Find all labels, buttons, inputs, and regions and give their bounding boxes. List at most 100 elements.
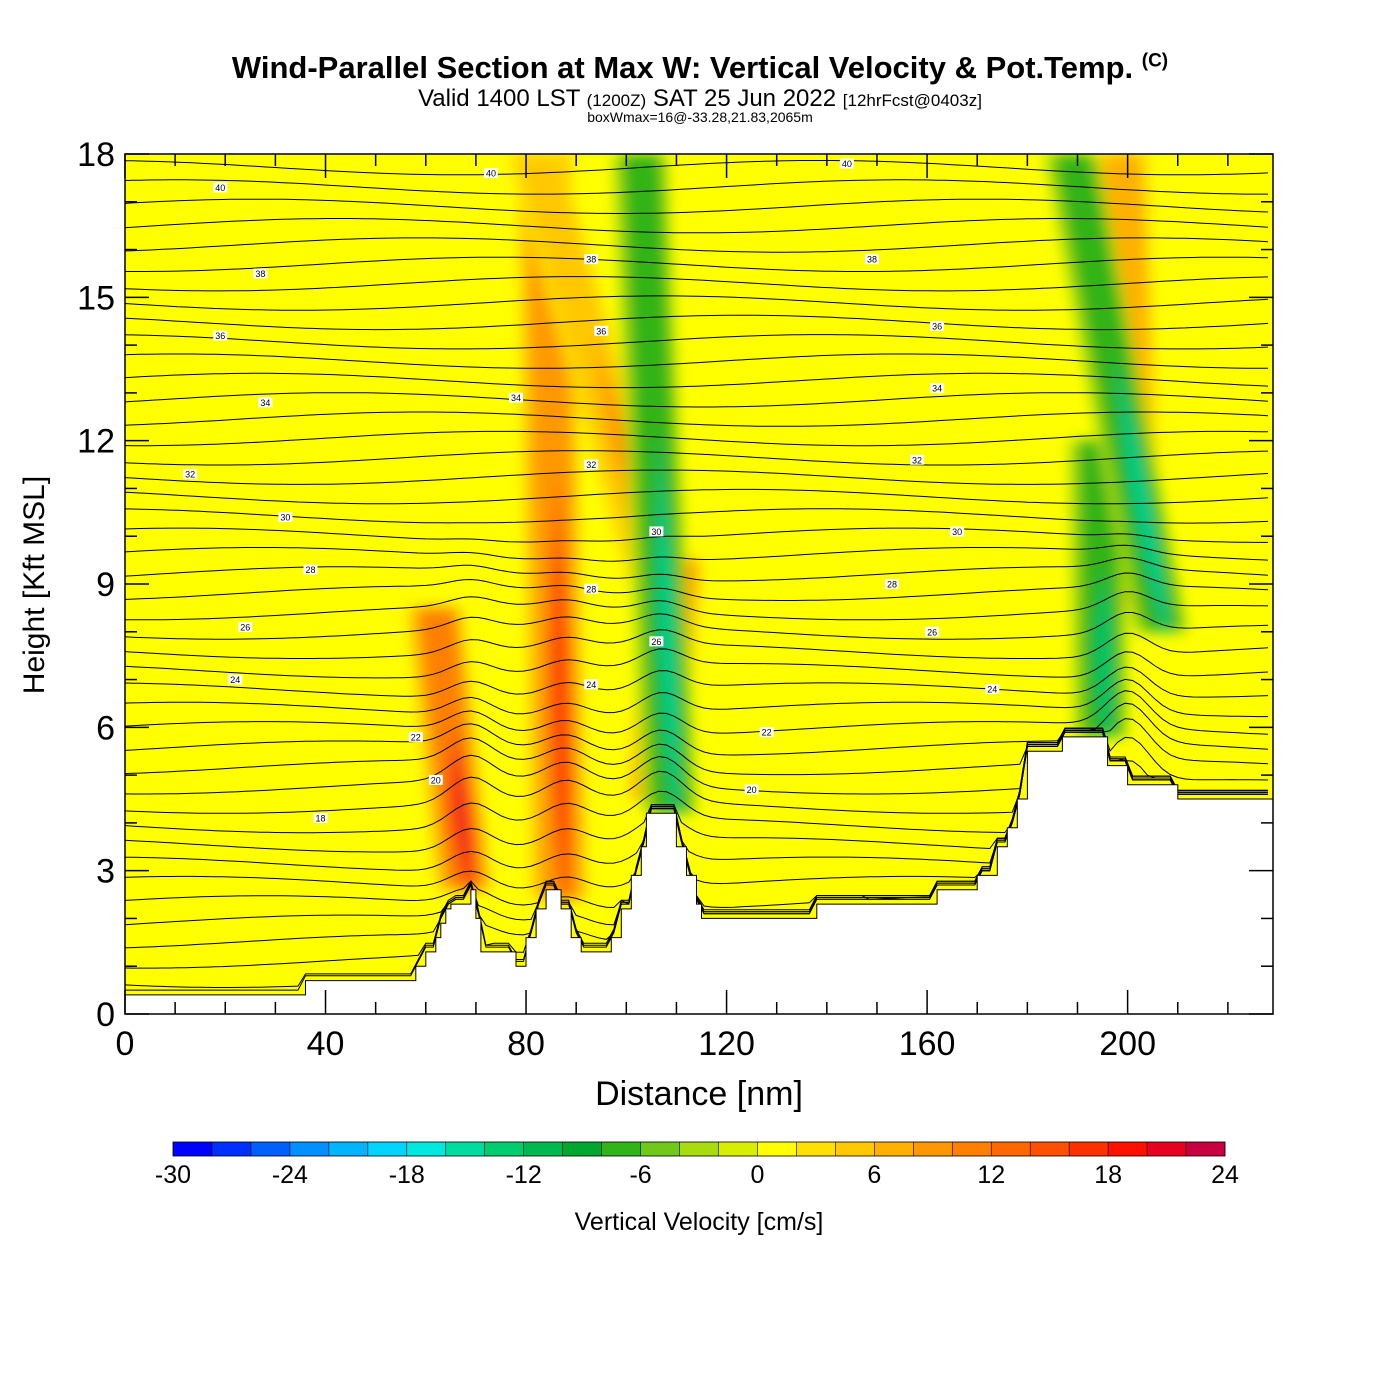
isentrope-line bbox=[125, 276, 1269, 292]
svg-text:18: 18 bbox=[316, 814, 326, 824]
colorbar-swatch bbox=[640, 1142, 680, 1156]
colorbar-label: Vertical Velocity [cm/s] bbox=[574, 1208, 824, 1236]
velocity-band-level bbox=[1100, 440, 1110, 737]
isentrope-line bbox=[125, 314, 1269, 331]
isentrope-label: 24 bbox=[985, 684, 1000, 695]
isentrope-label: 40 bbox=[483, 168, 498, 179]
terrain-profile bbox=[124, 736, 1274, 1015]
isentrope-label: 38 bbox=[584, 254, 599, 265]
colorbar-swatch bbox=[757, 1142, 797, 1156]
svg-text:34: 34 bbox=[932, 384, 942, 394]
colorbar-swatch bbox=[1186, 1142, 1226, 1156]
svg-text:40: 40 bbox=[215, 183, 225, 193]
velocity-band-level bbox=[551, 154, 568, 900]
colorbar-tick-label: -12 bbox=[506, 1161, 542, 1189]
svg-text:22: 22 bbox=[762, 728, 772, 738]
colorbar-swatch bbox=[211, 1142, 252, 1156]
svg-text:34: 34 bbox=[511, 393, 521, 403]
colorbar-swatch bbox=[991, 1142, 1031, 1156]
x-tick-label: 80 bbox=[507, 1025, 545, 1063]
isentrope-labels: 40 40 40 38 38 38 36 36 36 34 34 34 32 32 32 30 30 30 28 28… bbox=[183, 158, 1000, 824]
colorbar-tick-label: 6 bbox=[867, 1161, 881, 1189]
y-tick-label: 3 bbox=[96, 853, 115, 891]
isentrope-line bbox=[125, 572, 1269, 601]
svg-text:28: 28 bbox=[586, 584, 596, 594]
colorbar-tick-label: -18 bbox=[389, 1161, 425, 1189]
y-tick-label: 15 bbox=[77, 279, 115, 317]
colorbar-swatch bbox=[562, 1142, 602, 1156]
isentrope-label: 28 bbox=[303, 564, 318, 575]
svg-text:28: 28 bbox=[305, 565, 315, 575]
svg-text:20: 20 bbox=[747, 785, 757, 795]
velocity-band-level bbox=[646, 154, 678, 814]
isentrope-line bbox=[125, 450, 1269, 466]
colorbar bbox=[172, 1141, 1226, 1157]
svg-text:24: 24 bbox=[230, 675, 240, 685]
isentrope-label: 30 bbox=[278, 512, 293, 523]
svg-text:38: 38 bbox=[586, 255, 596, 265]
svg-text:34: 34 bbox=[260, 398, 270, 408]
colorbar-tick-label: 12 bbox=[977, 1161, 1005, 1189]
isentrope-line bbox=[125, 160, 1269, 176]
colorbar-tick-label: 24 bbox=[1211, 1161, 1239, 1189]
isentrope-label: 20 bbox=[428, 774, 443, 785]
colorbar-swatch bbox=[250, 1142, 291, 1156]
isentrope-line bbox=[125, 666, 1269, 698]
colorbar-swatch bbox=[913, 1142, 953, 1156]
colorbar-swatch bbox=[367, 1142, 408, 1156]
isentrope-line bbox=[125, 392, 1269, 408]
isentrope-label: 26 bbox=[238, 622, 253, 633]
terrain-mask bbox=[124, 736, 1274, 1015]
isentrope-label: 22 bbox=[759, 727, 774, 738]
colorbar-swatch bbox=[1147, 1142, 1187, 1156]
isentrope-line bbox=[125, 256, 1269, 272]
x-tick-label: 200 bbox=[1099, 1025, 1156, 1063]
svg-text:26: 26 bbox=[240, 623, 250, 633]
velocity-band bbox=[1043, 154, 1189, 632]
isentrope-label: 40 bbox=[213, 182, 228, 193]
x-tick-label: 120 bbox=[698, 1025, 755, 1063]
isentrope-line bbox=[125, 544, 1269, 562]
isentrope-label: 36 bbox=[594, 325, 609, 336]
isentrope-label: 20 bbox=[744, 784, 759, 795]
colorbar-tick-label: 18 bbox=[1094, 1161, 1122, 1189]
isentrope-line bbox=[125, 629, 1269, 659]
y-tick-label: 18 bbox=[77, 136, 115, 174]
isentrope-label: 34 bbox=[509, 392, 524, 403]
svg-text:22: 22 bbox=[411, 732, 421, 742]
colorbar-frame bbox=[172, 1141, 1226, 1157]
isentrope-line bbox=[125, 591, 1269, 621]
isentrope-label: 38 bbox=[253, 268, 268, 279]
svg-text:40: 40 bbox=[842, 159, 852, 169]
svg-text:28: 28 bbox=[887, 580, 897, 590]
isentrope-line bbox=[125, 678, 1268, 718]
colorbar-swatch bbox=[874, 1142, 914, 1156]
colorbar-swatch bbox=[679, 1142, 719, 1156]
isentrope-line bbox=[125, 334, 1269, 350]
axis-ticks bbox=[124, 153, 1273, 1015]
isentrope-label: 22 bbox=[408, 731, 423, 742]
isentrope-label: 30 bbox=[950, 526, 965, 537]
colorbar-swatch bbox=[796, 1142, 836, 1156]
isentrope-line bbox=[125, 353, 1268, 369]
isentrope-line bbox=[125, 702, 1269, 756]
svg-text:38: 38 bbox=[867, 255, 877, 265]
x-tick-labels: 0 40 80 120 160 200 bbox=[116, 1025, 1156, 1063]
isentrope-label: 28 bbox=[584, 583, 599, 594]
svg-text:32: 32 bbox=[912, 455, 922, 465]
colorbar-swatch bbox=[328, 1142, 369, 1156]
svg-text:26: 26 bbox=[651, 637, 661, 647]
chart-title: Wind-Parallel Section at Max W: Vertical… bbox=[231, 50, 1169, 85]
svg-text:36: 36 bbox=[932, 322, 942, 332]
isentrope-label: 24 bbox=[228, 674, 243, 685]
isentrope-label: 36 bbox=[213, 330, 228, 341]
velocity-band bbox=[612, 154, 697, 814]
isentrope-line bbox=[125, 690, 1269, 735]
svg-text:26: 26 bbox=[927, 627, 937, 637]
isentrope-label: 34 bbox=[930, 383, 945, 394]
svg-text:32: 32 bbox=[586, 460, 596, 470]
isentrope-line bbox=[125, 198, 1269, 214]
isentrope-label: 18 bbox=[313, 813, 328, 824]
x-axis-label: Distance [nm] bbox=[595, 1075, 803, 1113]
